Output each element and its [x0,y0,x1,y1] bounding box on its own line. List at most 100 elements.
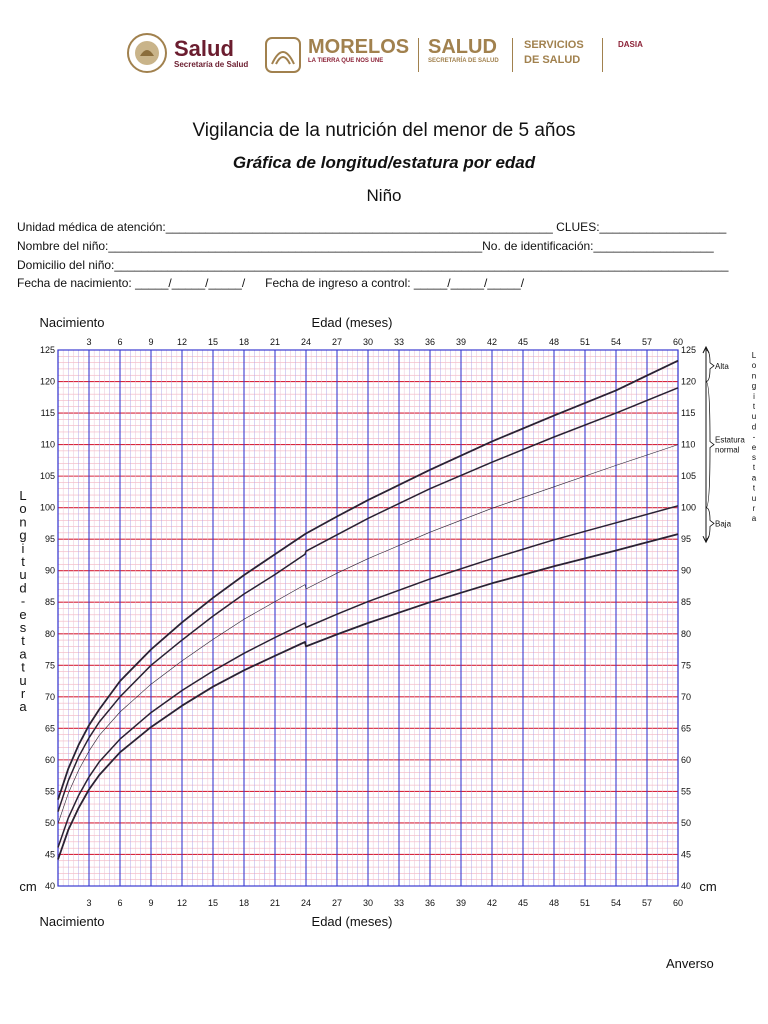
y-tick-label-left: 125 [40,345,55,355]
y-axis-title-letter: e [19,607,26,622]
x-tick-label-top: 30 [363,337,373,347]
chart-grid [57,349,679,887]
zone-label: Baja [715,519,732,528]
y-tick-label-left: 85 [45,597,55,607]
field-fechas: Fecha de nacimiento: _____/_____/_____/ … [17,276,525,290]
x-tick-label-top: 18 [239,337,249,347]
y-axis-title-letter: g [752,382,756,391]
y-tick-label-right: 105 [681,471,696,481]
chart-subtitle: Gráfica de longitud/estatura por edad [232,153,536,172]
y-axis-title-letter: u [752,494,756,503]
y-tick-label-left: 105 [40,471,55,481]
x-tick-label-top: 15 [208,337,218,347]
y-axis-title-letter: i [753,392,755,401]
x-start-label-top: Nacimiento [39,315,104,330]
x-tick-label-top: 33 [394,337,404,347]
logo-divider [512,38,513,72]
y-tick-label-left: 120 [40,377,55,387]
y-tick-label-right: 125 [681,345,696,355]
y-axis-title-letter: o [752,361,757,370]
series-line-1 [57,359,679,800]
x-tick-label-bottom: 39 [456,898,466,908]
field-domicilio: Domicilio del niño:_____________________… [17,258,729,272]
y-axis-title-letter: a [752,473,757,482]
y-axis-title-letter: g [19,528,26,543]
sex-label: Niño [366,186,402,205]
x-tick-label-top: 21 [270,337,280,347]
y-axis-title-letter: t [21,633,25,648]
y-axis-title-letter: - [21,594,25,609]
y-tick-label-left: 95 [45,534,55,544]
dasia-logo: DASIA [618,40,643,49]
y-tick-label-right: 120 [681,377,696,387]
y-tick-label-left: 65 [45,723,55,733]
y-tick-label-right: 95 [681,534,691,544]
zone-label: normal [715,446,740,455]
x-tick-label-bottom: 21 [270,898,280,908]
x-tick-label-bottom: 48 [549,898,559,908]
x-tick-label-top: 57 [642,337,652,347]
y-axis-title-letter: r [21,686,26,701]
x-tick-label-top: 51 [580,337,590,347]
y-axis-title-letter: t [21,660,25,675]
x-tick-label-bottom: 15 [208,898,218,908]
x-tick-label-top: 39 [456,337,466,347]
x-tick-label-bottom: 45 [518,898,528,908]
x-tick-label-top: 45 [518,337,528,347]
y-tick-label-right: 70 [681,692,691,702]
y-tick-label-left: 40 [45,881,55,891]
y-tick-label-left: 110 [41,440,55,450]
y-axis-title-letter: s [20,620,27,635]
y-tick-label-right: 75 [681,660,691,670]
x-tick-label-bottom: 18 [239,898,249,908]
x-axis-title-top: Edad (meses) [312,315,393,330]
footer-anverso: Anverso [666,956,714,971]
logo-divider [602,38,603,72]
y-tick-label-right: 100 [681,503,696,513]
y-tick-label-right: 65 [681,723,691,733]
mexico-seal-icon [127,33,167,73]
morelos-logo-subtitle: LA TIERRA QUE NOS UNE [308,58,384,64]
y-tick-label-left: 55 [45,786,55,796]
x-tick-label-top: 27 [332,337,342,347]
y-axis-title-letter: u [752,412,756,421]
y-axis-title-letter: t [753,463,756,472]
y-axis-title-letter: n [752,371,756,380]
zone-label: Estatura [715,436,745,445]
plot-frame [57,349,679,887]
y-tick-label-left: 45 [45,849,55,859]
y-tick-label-right: 40 [681,881,691,891]
y-axis-title-letter: t [753,402,756,411]
morelos-logo-title: MORELOS [308,36,410,58]
y-tick-label-right: 80 [681,629,691,639]
y-axis-title-letter: u [19,567,26,582]
y-tick-label-right: 115 [681,408,695,418]
y-axis-title-letter: o [19,501,26,516]
field-unidad: Unidad médica de atención:______________… [17,220,727,234]
y-axis-title-letter: t [753,484,756,493]
x-tick-label-bottom: 24 [301,898,311,908]
page-title: Vigilancia de la nutrición del menor de … [192,120,576,141]
x-tick-label-bottom: 33 [394,898,404,908]
x-tick-label-bottom: 27 [332,898,342,908]
x-tick-label-bottom: 60 [673,898,683,908]
y-axis-title-letter: t [21,554,25,569]
salud-logo-title: Salud [174,36,234,61]
y-tick-label-right: 45 [681,849,691,859]
salud-logo-subtitle: Secretaría de Salud [174,60,249,69]
y-tick-label-left: 50 [45,818,55,828]
y-tick-label-left: 70 [45,692,55,702]
logo-divider [418,38,419,72]
y-tick-label-right: 90 [681,566,691,576]
salud-state-logo-subtitle: SECRETARÍA DE SALUD [428,58,499,64]
x-tick-label-top: 42 [487,337,497,347]
y-tick-label-right: 85 [681,597,691,607]
x-tick-label-top: 12 [177,337,187,347]
y-axis-title-letter: n [19,514,26,529]
x-tick-label-top: 6 [117,337,122,347]
zone-brace [705,349,715,382]
y-axis-title-letter: u [19,673,26,688]
x-tick-label-bottom: 36 [425,898,435,908]
